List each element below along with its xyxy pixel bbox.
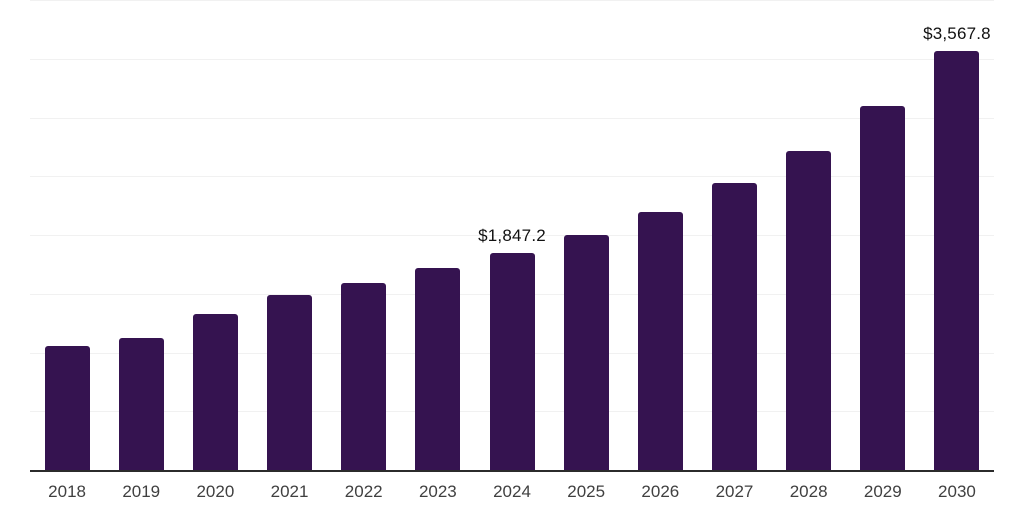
gridline [30, 0, 994, 1]
gridline [30, 58, 994, 60]
x-tick-2019: 2019 [122, 482, 161, 501]
bar-cell-2027 [697, 0, 771, 470]
bar-cell-2024: $1,847.2 [475, 0, 549, 470]
bar-cell-2026 [623, 0, 697, 470]
bar-cell-2029 [846, 0, 920, 470]
x-axis-labels: 2018 2019 2020 2021 2022 2023 2024 2025 2026 2027… [30, 482, 994, 502]
gridline [30, 176, 994, 178]
x-tick-2027: 2027 [715, 482, 754, 501]
bar-cell-2025 [549, 0, 623, 470]
bar-2021[interactable] [267, 295, 313, 470]
bars: $1,847.2 $3,567.8 [30, 0, 994, 470]
x-tick-2029: 2029 [863, 482, 902, 501]
bar-2022[interactable] [341, 282, 387, 470]
x-tick-2024: 2024 [493, 482, 531, 501]
bar-cell-2020 [178, 0, 252, 470]
x-tick-2020: 2020 [196, 482, 235, 501]
bar-cell-2021 [252, 0, 326, 470]
bar-value-label-2024: $1,847.2 [478, 225, 546, 245]
x-tick-2021: 2021 [270, 482, 309, 501]
x-tick-2028: 2028 [789, 482, 828, 501]
bar-cell-2030: $3,567.8 [920, 0, 994, 470]
bar-cell-2022 [327, 0, 401, 470]
bar-2019[interactable] [118, 337, 164, 470]
bar-2023[interactable] [415, 268, 461, 470]
bar-2029[interactable] [860, 106, 906, 470]
bar-2028[interactable] [786, 150, 832, 470]
x-tick-2018: 2018 [48, 482, 86, 501]
bar-value-label-2030: $3,567.8 [923, 23, 991, 43]
bar-2024[interactable] [489, 252, 535, 470]
bar-cell-2028 [772, 0, 846, 470]
plot-area: $1,847.2 $3,567.8 [30, 0, 994, 472]
bar-2030[interactable] [934, 50, 980, 470]
bar-cell-2018 [30, 0, 104, 470]
x-tick-2030: 2030 [938, 482, 976, 501]
bar-2026[interactable] [637, 211, 683, 470]
x-tick-2025: 2025 [567, 482, 606, 501]
bar-2025[interactable] [563, 235, 609, 470]
x-tick-2023: 2023 [418, 482, 457, 501]
bar-cell-2023 [401, 0, 475, 470]
bar-cell-2019 [104, 0, 178, 470]
x-tick-2022: 2022 [344, 482, 383, 501]
bar-2027[interactable] [711, 182, 757, 470]
x-tick-2026: 2026 [641, 482, 680, 501]
x-axis-line [30, 470, 994, 472]
bar-2020[interactable] [192, 313, 238, 470]
bar-2018[interactable] [44, 346, 90, 470]
gridline [30, 235, 994, 236]
gridline [30, 117, 994, 119]
